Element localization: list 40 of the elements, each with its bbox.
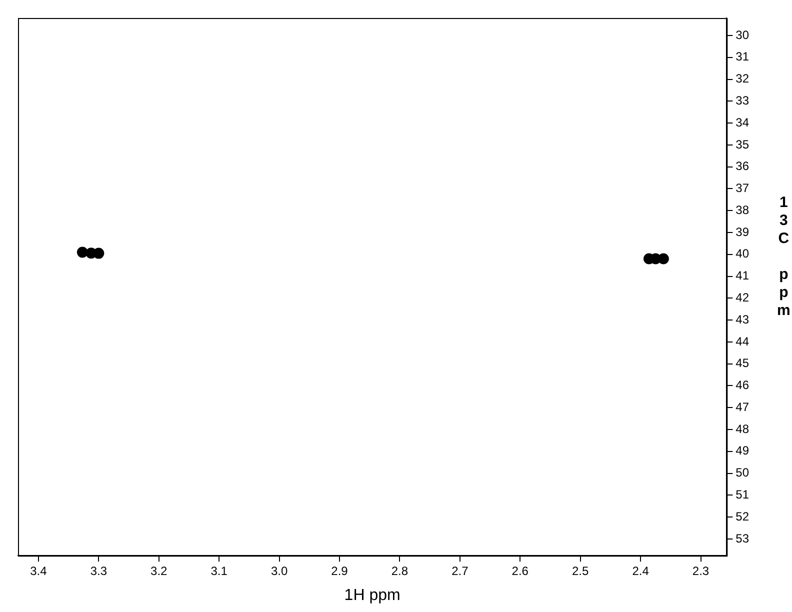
y-tick-label: 34 [736,115,750,130]
point [93,248,104,259]
x-tick-label: 2.9 [331,564,348,578]
x-axis-title: 1H ppm [344,587,400,604]
y-tick-label: 49 [736,444,750,458]
x-tick-label: 3.0 [270,564,288,578]
y-tick-label: 46 [736,378,750,392]
y-tick-label: 41 [736,268,750,283]
text: 13C ppm [776,194,790,319]
y-tick-label: 47 [736,400,750,414]
y-tick-label: 35 [736,137,750,152]
x-tick-label: 3.1 [210,564,228,578]
x-tick-label: 3.4 [30,564,48,578]
x-tick-label: 2.8 [391,564,408,578]
x-tick-label: 2.4 [632,564,650,578]
y-tick-label: 53 [736,531,750,546]
y-tick-label: 31 [736,50,750,64]
y-tick-label: 30 [736,28,750,42]
y-tick-label: 42 [736,290,750,304]
x-tick-label: 2.6 [512,564,529,578]
point [76,246,88,258]
x-tick-label: 2.7 [452,564,469,578]
x-tick-label: 2.5 [572,564,590,578]
y-tick-label: 50 [736,466,750,480]
y-tick-label: 32 [736,72,750,86]
y-tick-label: 39 [736,224,750,239]
y-tick-label: 37 [736,181,750,196]
y-tick-label: 44 [736,334,750,348]
x-tick-label: 3.2 [150,564,168,578]
y-tick-label: 40 [736,246,750,261]
y-tick-label: 36 [736,159,750,174]
y-tick-label: 38 [736,202,750,217]
x-tick-label: 3.3 [90,564,108,578]
y-tick-label: 52 [736,509,750,524]
x-tick-label: 2.3 [692,564,710,578]
y-tick-label: 45 [736,356,750,370]
y-tick-label: 48 [736,422,750,436]
y-tick-label: 43 [736,312,750,326]
y-tick-label: 33 [736,93,750,108]
y-tick-label: 51 [736,488,750,502]
